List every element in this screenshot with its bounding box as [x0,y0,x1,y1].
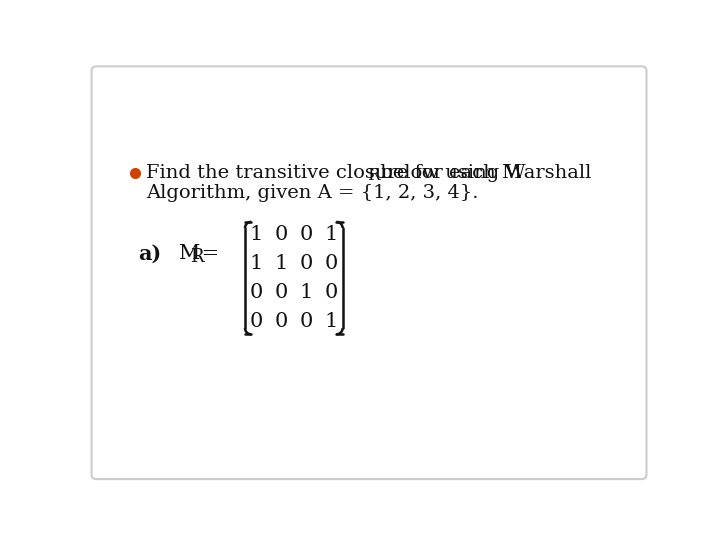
Text: 0: 0 [275,225,288,244]
Text: below using Warshall: below using Warshall [374,164,591,181]
Text: 1: 1 [300,283,313,302]
Text: 0: 0 [250,283,264,302]
Text: Find the transitive closure for each M: Find the transitive closure for each M [145,164,522,181]
Text: 0: 0 [300,225,313,244]
Text: 0: 0 [324,254,338,273]
Text: a): a) [138,244,161,264]
Text: 0: 0 [250,313,264,332]
Text: 0: 0 [300,254,313,273]
Text: 1: 1 [250,254,264,273]
Text: Algorithm, given A = {1, 2, 3, 4}.: Algorithm, given A = {1, 2, 3, 4}. [145,184,478,201]
Text: R: R [190,248,204,266]
Text: 1: 1 [250,225,264,244]
Text: 0: 0 [275,313,288,332]
Text: 0: 0 [275,283,288,302]
FancyBboxPatch shape [91,66,647,479]
Text: 1: 1 [324,225,338,244]
Text: 1: 1 [275,254,288,273]
Text: =: = [194,244,225,263]
Text: M: M [179,244,200,263]
Text: 0: 0 [300,313,313,332]
Text: 0: 0 [324,283,338,302]
Text: R: R [366,167,379,184]
Text: 1: 1 [324,313,338,332]
